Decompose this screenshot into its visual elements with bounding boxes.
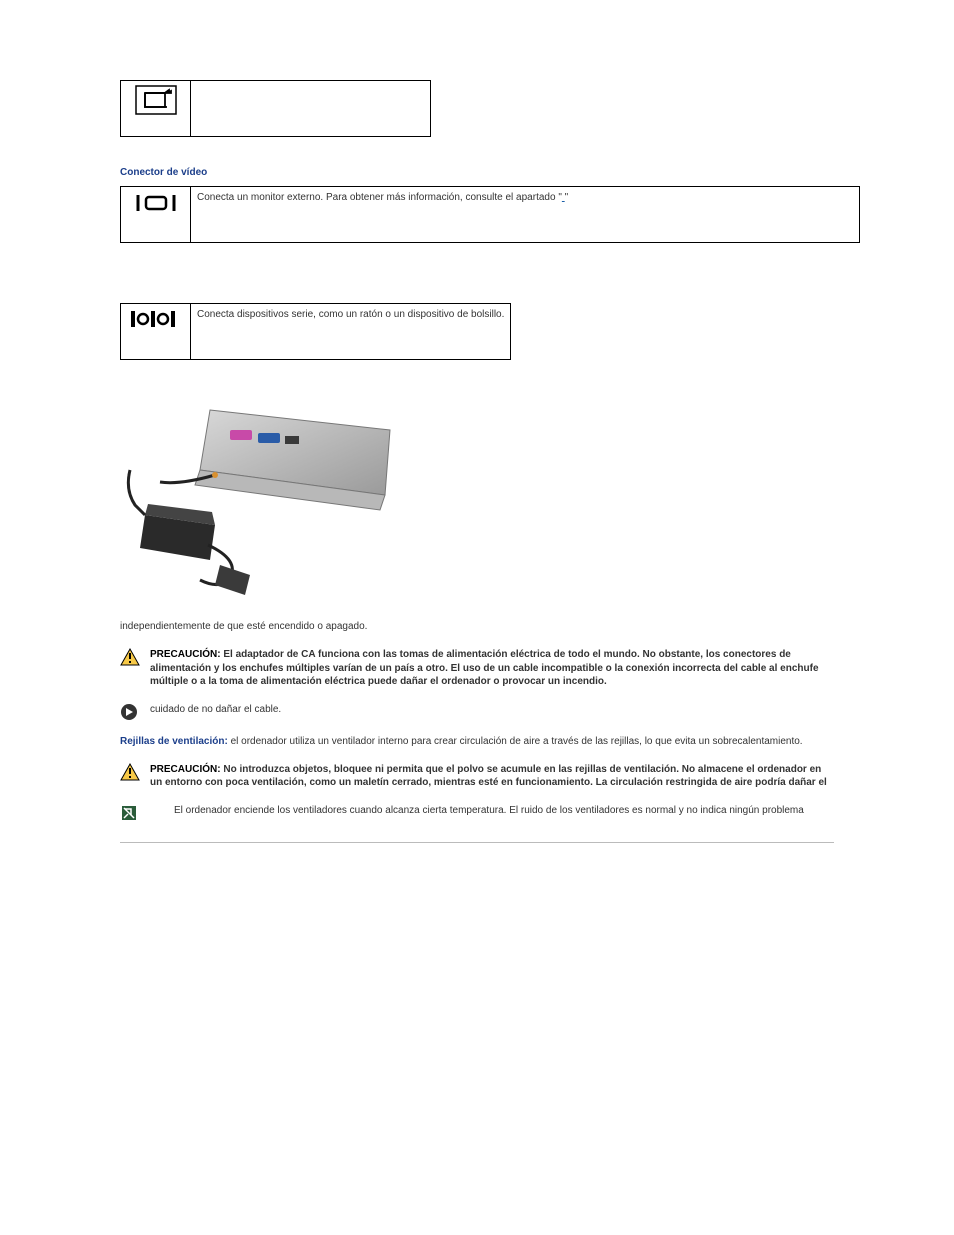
ventilation-heading: Rejillas de ventilación:	[120, 736, 228, 747]
notice-1-text: cuidado de no dañar el cable.	[150, 703, 834, 717]
caution-1: PRECAUCIÓN: El adaptador de CA funciona …	[120, 648, 834, 689]
parallel-port-icon	[135, 85, 177, 115]
note-1-body: El ordenador enciende los ventiladores c…	[174, 805, 804, 816]
caution-2: PRECAUCIÓN: No introduzca objetos, bloqu…	[120, 763, 834, 790]
caution-icon-2	[120, 763, 140, 781]
caution-1-body: El adaptador de CA funciona con las toma…	[150, 649, 819, 687]
document-page: Conector de vídeo Conecta un monitor ext…	[0, 0, 954, 903]
video-desc-suffix: "	[565, 192, 569, 203]
note-icon	[120, 804, 140, 822]
serial-connector-table: Conecta dispositivos serie, como un rató…	[120, 303, 511, 360]
caution-2-label: PRECAUCIÓN:	[150, 764, 221, 775]
note-1-text: El ordenador enciende los ventiladores c…	[150, 804, 834, 818]
caution-2-body: No introduzca objetos, bloquee ni permit…	[150, 764, 827, 789]
serial-port-icon	[129, 308, 183, 330]
video-desc-cell: Conecta un monitor externo. Para obtener…	[191, 187, 860, 243]
ventilation-text: el ordenador utiliza un ventilador inter…	[231, 736, 803, 747]
video-connector-table: Conecta un monitor externo. Para obtener…	[120, 186, 860, 243]
ventilation-paragraph: Rejillas de ventilación: el ordenador ut…	[120, 735, 834, 749]
video-heading: Conector de vídeo	[120, 167, 834, 178]
serial-desc-cell: Conecta dispositivos serie, como un rató…	[191, 304, 511, 360]
notice-1-body: cuidado de no dañar el cable.	[150, 704, 281, 715]
caution-icon	[120, 648, 140, 666]
body-line1: independientemente de que esté encendido…	[120, 620, 834, 634]
notice-1: cuidado de no dañar el cable.	[120, 703, 834, 721]
parallel-icon-cell	[121, 81, 191, 137]
caution-1-text: PRECAUCIÓN: El adaptador de CA funciona …	[150, 648, 834, 689]
video-icon-cell	[121, 187, 191, 243]
serial-icon-cell	[121, 304, 191, 360]
caution-2-text: PRECAUCIÓN: No introduzca objetos, bloqu…	[150, 763, 834, 790]
adapter-illustration	[120, 400, 400, 600]
video-desc-prefix: Conecta un monitor externo. Para obtener…	[197, 192, 562, 203]
section-divider	[120, 842, 834, 843]
note-1: El ordenador enciende los ventiladores c…	[120, 804, 834, 822]
video-port-icon	[134, 191, 178, 215]
caution-1-label: PRECAUCIÓN:	[150, 649, 221, 660]
serial-desc: Conecta dispositivos serie, como un rató…	[197, 309, 504, 320]
parallel-connector-table	[120, 80, 431, 137]
notice-icon	[120, 703, 140, 721]
parallel-desc-cell	[191, 81, 431, 137]
